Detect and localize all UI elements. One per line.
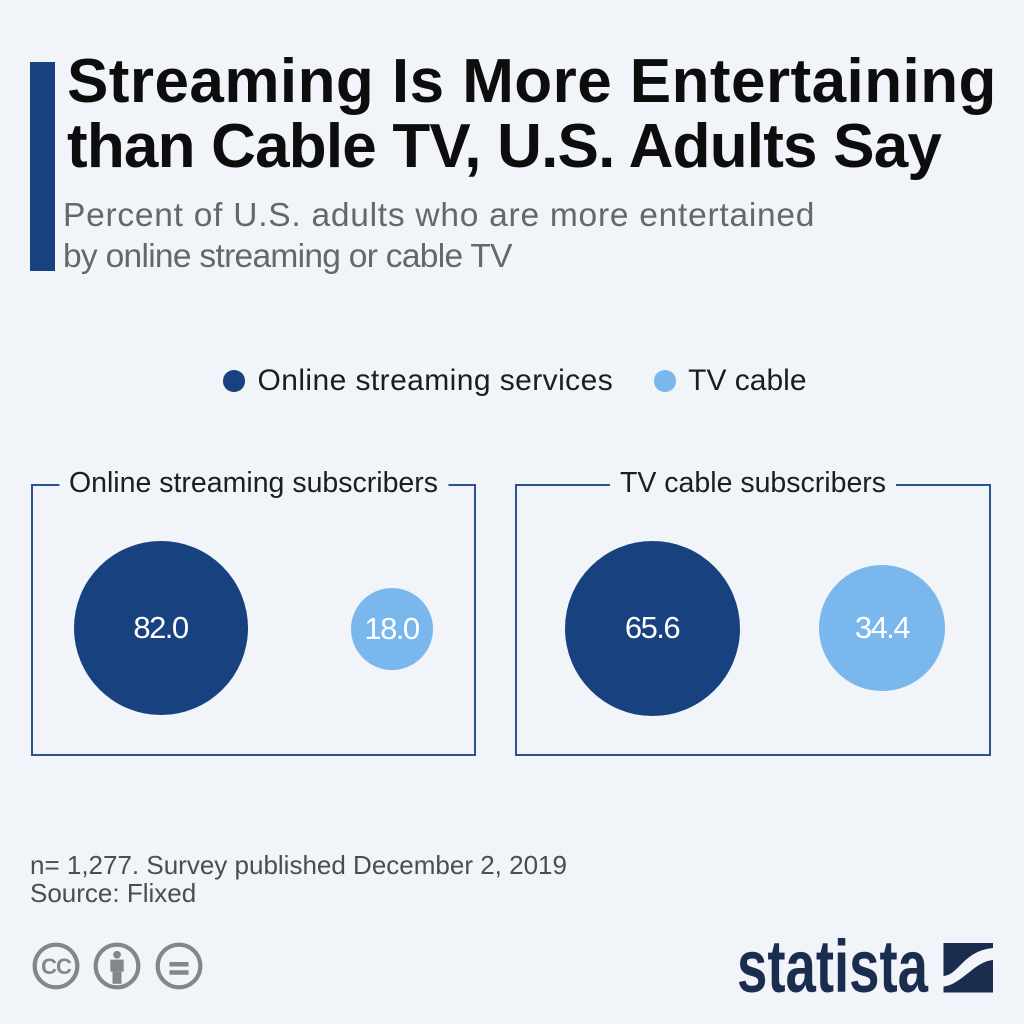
svg-text:CC: CC — [41, 954, 72, 979]
svg-text:statista: statista — [737, 928, 929, 994]
